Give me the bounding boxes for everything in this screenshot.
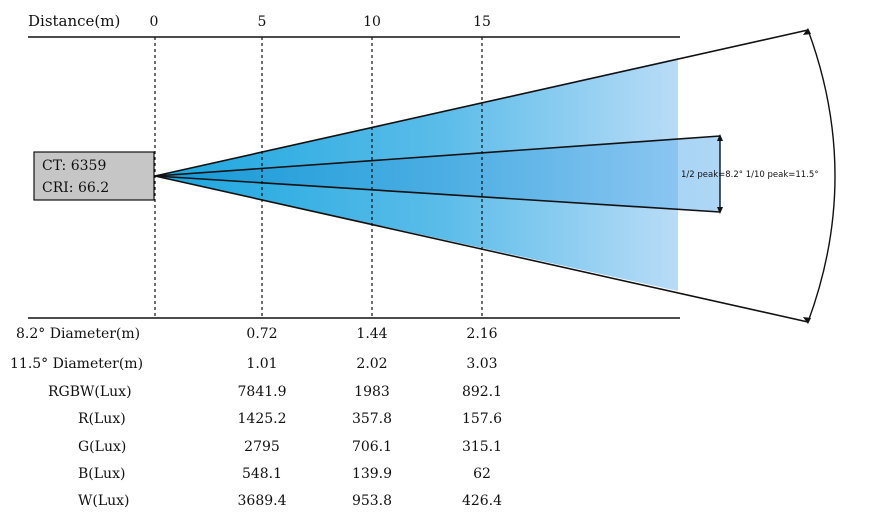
table-row-label: 8.2° Diameter(m) — [16, 326, 140, 342]
table-row-label: B(Lux) — [78, 466, 125, 482]
table-cell: 1.01 — [246, 356, 277, 372]
table-cell: 315.1 — [462, 439, 502, 455]
table-cell: 2.16 — [466, 326, 497, 342]
table-row-label: RGBW(Lux) — [48, 384, 132, 400]
distance-axis-label: Distance(m) — [28, 12, 120, 30]
beam-outer-arc — [807, 29, 836, 323]
distance-tick-0: 0 — [150, 14, 159, 30]
table-cell: 3.03 — [466, 356, 497, 372]
table-cell: 1425.2 — [238, 411, 287, 427]
arrow-head-bottom-inner — [717, 207, 723, 214]
table-row-label: W(Lux) — [78, 493, 130, 509]
distance-tick-15: 15 — [473, 14, 491, 30]
photometric-table: 8.2° Diameter(m) 0.72 1.44 2.16 11.5° Di… — [10, 326, 502, 509]
table-cell: 62 — [473, 466, 491, 482]
table-row-label: G(Lux) — [78, 439, 126, 455]
peak-angle-label: 1/2 peak=8.2° 1/10 peak=11.5° — [681, 170, 819, 180]
arrow-head-top-inner — [717, 134, 723, 141]
cri-value: CRI: 66.2 — [42, 180, 109, 196]
table-cell: 1.44 — [356, 326, 387, 342]
table-cell: 139.9 — [352, 466, 392, 482]
table-row-label: 11.5° Diameter(m) — [10, 356, 143, 372]
table-cell: 2795 — [244, 439, 280, 455]
ct-value: CT: 6359 — [42, 158, 106, 174]
table-cell: 0.72 — [246, 326, 277, 342]
table-cell: 706.1 — [352, 439, 392, 455]
table-cell: 548.1 — [242, 466, 282, 482]
table-cell: 2.02 — [356, 356, 387, 372]
beam-inner-cone — [155, 136, 720, 212]
table-cell: 157.6 — [462, 411, 502, 427]
table-cell: 953.8 — [352, 493, 392, 509]
arrow-head-bottom-outer — [803, 317, 811, 324]
source-info-box — [33, 151, 155, 201]
beam-inner-upper-edge — [154, 135, 721, 177]
table-cell: 426.4 — [462, 493, 502, 509]
table-cell: 1983 — [354, 384, 390, 400]
arrow-head-top-outer — [803, 28, 811, 35]
beam-inner-lower-edge — [154, 175, 721, 213]
table-row-label: R(Lux) — [78, 411, 126, 427]
table-cell: 357.8 — [352, 411, 392, 427]
table-cell: 3689.4 — [238, 493, 287, 509]
table-cell: 892.1 — [462, 384, 502, 400]
distance-tick-10: 10 — [363, 14, 381, 30]
distance-tick-5: 5 — [258, 14, 267, 30]
table-cell: 7841.9 — [238, 384, 287, 400]
